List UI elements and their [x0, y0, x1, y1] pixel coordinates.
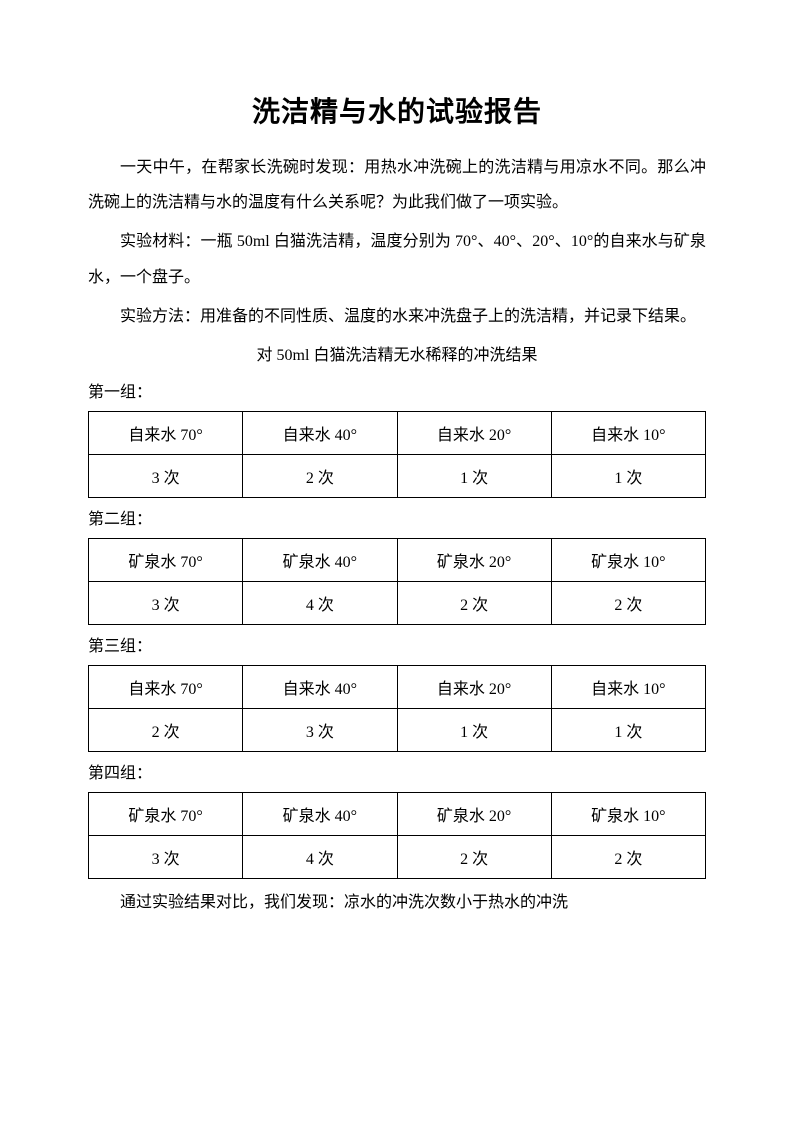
- table-cell: 3 次: [89, 836, 243, 879]
- table-cell: 1 次: [397, 709, 551, 752]
- table-cell: 2 次: [89, 709, 243, 752]
- table-row: 3 次 2 次 1 次 1 次: [89, 455, 706, 498]
- table-cell: 自来水 10°: [551, 412, 705, 455]
- table-row: 2 次 3 次 1 次 1 次: [89, 709, 706, 752]
- table-cell: 4 次: [243, 836, 397, 879]
- table-row: 矿泉水 70° 矿泉水 40° 矿泉水 20° 矿泉水 10°: [89, 539, 706, 582]
- group-4-table: 矿泉水 70° 矿泉水 40° 矿泉水 20° 矿泉水 10° 3 次 4 次 …: [88, 792, 706, 879]
- group-1-table: 自来水 70° 自来水 40° 自来水 20° 自来水 10° 3 次 2 次 …: [88, 411, 706, 498]
- table-cell: 2 次: [397, 836, 551, 879]
- table-row: 矿泉水 70° 矿泉水 40° 矿泉水 20° 矿泉水 10°: [89, 793, 706, 836]
- table-cell: 矿泉水 10°: [551, 793, 705, 836]
- table-cell: 自来水 70°: [89, 412, 243, 455]
- table-cell: 3 次: [89, 582, 243, 625]
- table-cell: 2 次: [397, 582, 551, 625]
- table-cell: 1 次: [397, 455, 551, 498]
- group-2-table: 矿泉水 70° 矿泉水 40° 矿泉水 20° 矿泉水 10° 3 次 4 次 …: [88, 538, 706, 625]
- methods-paragraph: 实验方法：用准备的不同性质、温度的水来冲洗盘子上的洗洁精，并记录下结果。: [88, 299, 706, 334]
- table-cell: 矿泉水 40°: [243, 793, 397, 836]
- table-cell: 矿泉水 40°: [243, 539, 397, 582]
- table-cell: 自来水 20°: [397, 666, 551, 709]
- table-cell: 2 次: [551, 582, 705, 625]
- table-cell: 自来水 70°: [89, 666, 243, 709]
- table-cell: 2 次: [551, 836, 705, 879]
- table-row: 3 次 4 次 2 次 2 次: [89, 836, 706, 879]
- table-cell: 4 次: [243, 582, 397, 625]
- group-4-label: 第四组：: [88, 758, 706, 790]
- group-2-label: 第二组：: [88, 504, 706, 536]
- table-cell: 自来水 10°: [551, 666, 705, 709]
- table-cell: 矿泉水 10°: [551, 539, 705, 582]
- materials-paragraph: 实验材料：一瓶 50ml 白猫洗洁精，温度分别为 70°、40°、20°、10°…: [88, 224, 706, 294]
- table-cell: 矿泉水 20°: [397, 539, 551, 582]
- table-cell: 自来水 40°: [243, 666, 397, 709]
- table-cell: 自来水 20°: [397, 412, 551, 455]
- table-cell: 1 次: [551, 709, 705, 752]
- conclusion-paragraph: 通过实验结果对比，我们发现：凉水的冲洗次数小于热水的冲洗: [88, 885, 706, 920]
- table-cell: 矿泉水 70°: [89, 793, 243, 836]
- table-cell: 自来水 40°: [243, 412, 397, 455]
- group-3-label: 第三组：: [88, 631, 706, 663]
- document-title: 洗洁精与水的试验报告: [88, 90, 706, 130]
- table-row: 自来水 70° 自来水 40° 自来水 20° 自来水 10°: [89, 666, 706, 709]
- results-subtitle: 对 50ml 白猫洗洁精无水稀释的冲洗结果: [88, 338, 706, 373]
- table-cell: 2 次: [243, 455, 397, 498]
- table-cell: 3 次: [243, 709, 397, 752]
- table-cell: 矿泉水 20°: [397, 793, 551, 836]
- table-cell: 1 次: [551, 455, 705, 498]
- group-1-label: 第一组：: [88, 377, 706, 409]
- table-cell: 矿泉水 70°: [89, 539, 243, 582]
- group-3-table: 自来水 70° 自来水 40° 自来水 20° 自来水 10° 2 次 3 次 …: [88, 665, 706, 752]
- intro-paragraph: 一天中午，在帮家长洗碗时发现：用热水冲洗碗上的洗洁精与用凉水不同。那么冲洗碗上的…: [88, 150, 706, 220]
- table-row: 3 次 4 次 2 次 2 次: [89, 582, 706, 625]
- table-row: 自来水 70° 自来水 40° 自来水 20° 自来水 10°: [89, 412, 706, 455]
- table-cell: 3 次: [89, 455, 243, 498]
